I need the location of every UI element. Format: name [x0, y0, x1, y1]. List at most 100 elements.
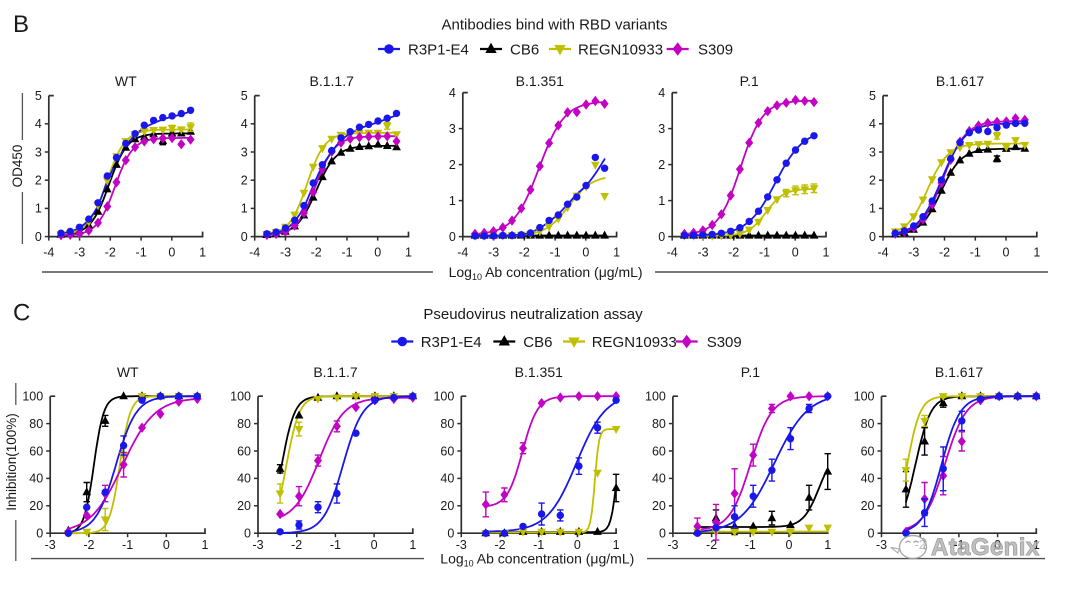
svg-text:4: 4	[449, 86, 456, 100]
svg-text:1: 1	[241, 202, 248, 216]
svg-text:1: 1	[35, 202, 42, 216]
svg-text:3: 3	[449, 122, 456, 136]
svg-text:100: 100	[854, 390, 875, 404]
svg-text:-2: -2	[494, 538, 505, 552]
svg-text:60: 60	[237, 444, 251, 458]
svg-text:-3: -3	[876, 538, 887, 552]
svg-text:0: 0	[241, 230, 248, 244]
svg-text:40: 40	[861, 472, 875, 486]
svg-text:B.1.1.7: B.1.1.7	[313, 364, 358, 380]
svg-text:Log10 Ab concentration (μg/mL): Log10 Ab concentration (μg/mL)	[449, 264, 643, 282]
svg-text:80: 80	[652, 417, 666, 431]
svg-text:-4: -4	[43, 246, 54, 260]
svg-text:-2: -2	[706, 538, 717, 552]
svg-text:3: 3	[241, 145, 248, 159]
svg-text:1: 1	[409, 538, 416, 552]
svg-text:20: 20	[440, 499, 454, 513]
svg-text:20: 20	[652, 499, 666, 513]
svg-text:80: 80	[29, 417, 43, 431]
svg-text:80: 80	[861, 417, 875, 431]
svg-text:B.1.351: B.1.351	[516, 73, 564, 89]
svg-text:-3: -3	[252, 538, 263, 552]
svg-text:0: 0	[371, 538, 378, 552]
svg-text:0: 0	[1003, 246, 1010, 260]
svg-text:0: 0	[168, 246, 175, 260]
svg-text:3: 3	[658, 122, 665, 136]
svg-text:100: 100	[433, 390, 454, 404]
svg-text:3: 3	[35, 145, 42, 159]
svg-text:S309: S309	[698, 41, 733, 58]
svg-text:-3: -3	[280, 246, 291, 260]
svg-text:OD450: OD450	[10, 145, 25, 188]
svg-text:Log10 Ab concentration (μg/mL): Log10 Ab concentration (μg/mL)	[440, 551, 634, 569]
svg-text:-2: -2	[105, 246, 116, 260]
svg-text:60: 60	[861, 444, 875, 458]
svg-text:20: 20	[29, 499, 43, 513]
svg-text:2: 2	[449, 158, 456, 172]
svg-text:100: 100	[230, 390, 251, 404]
svg-text:0: 0	[447, 527, 454, 541]
svg-text:0: 0	[792, 246, 799, 260]
svg-text:1: 1	[823, 246, 830, 260]
svg-text:40: 40	[237, 472, 251, 486]
svg-text:R3P1-E4: R3P1-E4	[408, 41, 469, 58]
svg-text:B.1.617: B.1.617	[936, 73, 984, 89]
svg-text:B.1.351: B.1.351	[515, 364, 563, 380]
svg-text:1: 1	[824, 538, 831, 552]
svg-text:R3P1-E4: R3P1-E4	[421, 334, 482, 351]
svg-text:2: 2	[35, 174, 42, 188]
svg-text:-1: -1	[533, 538, 544, 552]
svg-text:-3: -3	[908, 246, 919, 260]
svg-text:0: 0	[374, 246, 381, 260]
svg-text:-1: -1	[953, 538, 964, 552]
svg-text:20: 20	[237, 499, 251, 513]
svg-text:5: 5	[869, 89, 876, 103]
svg-text:-2: -2	[291, 538, 302, 552]
svg-text:1: 1	[199, 246, 206, 260]
svg-text:Antibodies bind with RBD varia: Antibodies bind with RBD variants	[442, 17, 668, 34]
svg-text:CB6: CB6	[510, 41, 539, 58]
svg-text:1: 1	[405, 246, 412, 260]
svg-text:1: 1	[613, 538, 620, 552]
svg-text:-3: -3	[45, 538, 56, 552]
svg-text:100: 100	[645, 390, 666, 404]
svg-text:2: 2	[241, 174, 248, 188]
svg-text:-1: -1	[745, 538, 756, 552]
svg-text:40: 40	[440, 472, 454, 486]
svg-text:1: 1	[1033, 246, 1040, 260]
svg-text:-1: -1	[330, 538, 341, 552]
svg-text:0: 0	[35, 230, 42, 244]
svg-text:-1: -1	[550, 246, 561, 260]
svg-text:-2: -2	[311, 246, 322, 260]
svg-text:0: 0	[449, 230, 456, 244]
svg-text:0: 0	[658, 230, 665, 244]
svg-text:40: 40	[652, 472, 666, 486]
svg-text:-2: -2	[83, 538, 94, 552]
svg-text:-2: -2	[519, 246, 530, 260]
svg-text:WT: WT	[117, 364, 139, 380]
svg-text:0: 0	[574, 538, 581, 552]
svg-text:0: 0	[36, 527, 43, 541]
svg-text:REGN10933: REGN10933	[592, 334, 677, 351]
svg-text:-1: -1	[136, 246, 147, 260]
svg-text:60: 60	[440, 444, 454, 458]
svg-text:0: 0	[582, 246, 589, 260]
svg-text:-1: -1	[122, 538, 133, 552]
svg-text:4: 4	[869, 117, 876, 131]
svg-text:0: 0	[244, 527, 251, 541]
svg-text:-2: -2	[939, 246, 950, 260]
svg-text:1: 1	[869, 202, 876, 216]
svg-text:100: 100	[22, 390, 43, 404]
svg-text:-1: -1	[759, 246, 770, 260]
svg-text:60: 60	[29, 444, 43, 458]
svg-text:5: 5	[35, 89, 42, 103]
svg-text:AtaGenix: AtaGenix	[931, 534, 1040, 561]
svg-text:0: 0	[659, 527, 666, 541]
svg-text:C: C	[13, 300, 30, 327]
svg-text:Inhibition(100%): Inhibition(100%)	[4, 413, 19, 511]
svg-text:4: 4	[658, 86, 665, 100]
svg-text:1: 1	[1033, 538, 1040, 552]
svg-text:-3: -3	[697, 246, 708, 260]
svg-text:2: 2	[658, 158, 665, 172]
svg-text:B.1.617: B.1.617	[935, 364, 983, 380]
